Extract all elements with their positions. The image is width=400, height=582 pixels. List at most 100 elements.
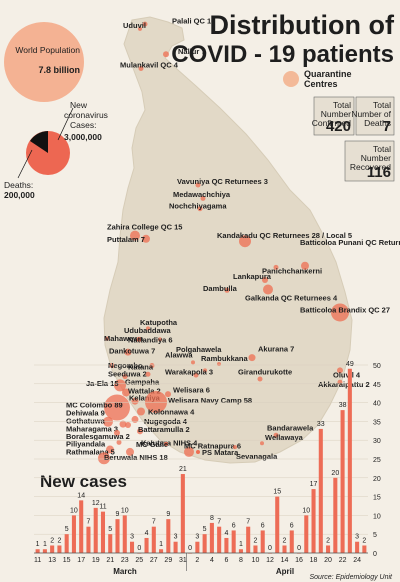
cases-label-line1: New [70, 100, 88, 110]
x-tick-label-9: 29 [164, 557, 172, 564]
bar-value-label-24: 8 [210, 515, 214, 522]
chart-title: New cases [40, 472, 127, 491]
x-tick-label-12: 4 [210, 557, 214, 564]
bar-mar-28 [159, 549, 164, 553]
map-marker-36 [165, 391, 171, 398]
bar-mar-16 [71, 515, 76, 553]
map-marker-27 [193, 372, 199, 378]
map-label-29: Oluvil 4 [333, 370, 361, 379]
map-label-18: Mahawewa [104, 334, 144, 343]
map-marker-47 [106, 445, 114, 454]
bar-value-label-30: 2 [254, 537, 258, 544]
bar-apr-4 [209, 522, 214, 553]
bar-value-label-25: 7 [217, 519, 221, 526]
map-label-51: Wellawaya [265, 433, 304, 442]
map-marker-0 [142, 21, 148, 27]
x-tick-label-10: 31 [179, 557, 187, 564]
map-marker-43 [125, 421, 131, 428]
bar-mar-21 [108, 534, 113, 553]
bar-value-label-32: 0 [268, 545, 272, 552]
map-label-32: Gampaha [125, 378, 160, 387]
bar-mar-29 [166, 519, 171, 553]
stat-box-1 [355, 96, 395, 136]
bar-value-label-10: 5 [108, 526, 112, 533]
x-tick-label-21: 22 [339, 557, 347, 564]
bar-value-label-4: 5 [65, 526, 69, 533]
x-tick-label-6: 23 [121, 557, 129, 564]
bar-value-label-44: 3 [355, 534, 359, 541]
bar-value-label-31: 6 [261, 522, 265, 529]
map-label-50: Bandarawela [267, 424, 314, 433]
map-label-1: Uduvil [123, 21, 146, 30]
stat-label-0-line0: Total [333, 100, 351, 110]
map-marker-48 [126, 447, 134, 456]
bar-apr-9 [246, 526, 251, 553]
map-marker-30 [337, 379, 343, 385]
map-marker-10 [273, 264, 279, 270]
map-marker-33 [114, 379, 126, 392]
bar-value-label-33: 15 [273, 489, 281, 496]
bar-mar-31 [180, 474, 185, 553]
cases-label-line3: Cases: [70, 120, 96, 130]
map-label-7: Zahira College QC 15 [107, 222, 182, 231]
bar-value-label-3: 2 [57, 537, 61, 544]
stat-box-0 [313, 96, 355, 136]
map-marker-53 [98, 452, 110, 465]
map-marker-42 [131, 415, 139, 423]
bar-apr-19 [318, 428, 323, 553]
bar-apr-7 [231, 530, 236, 553]
bar-apr-23 [347, 368, 352, 553]
stat-label-2-line2: Recovered [350, 162, 391, 172]
y-tick-label-0: 0 [373, 551, 377, 558]
bar-value-label-0: 1 [36, 541, 40, 548]
y-tick-label-4: 20 [373, 476, 381, 483]
map-marker-7 [130, 230, 140, 241]
map-label-11: Batticoloa Punani QC Returnees 3 Local 8 [300, 238, 400, 247]
bar-value-label-19: 3 [174, 534, 178, 541]
map-marker-39 [103, 416, 113, 427]
cases-value: 3,000,000 [64, 132, 102, 142]
deaths-leader-line [17, 149, 33, 179]
bar-value-label-5: 10 [70, 507, 78, 514]
map-label-55: PS Matara [202, 448, 239, 457]
bar-value-label-28: 1 [239, 541, 243, 548]
map-label-30: Akkaraipattu 2 [318, 380, 370, 389]
x-tick-label-1: 13 [48, 557, 56, 564]
legend-label-line2: Centres [304, 79, 338, 89]
map-marker-8 [142, 234, 150, 243]
bar-value-label-35: 6 [290, 522, 294, 529]
map-marker-21 [191, 360, 195, 365]
map-marker-51 [260, 441, 264, 446]
bar-mar-26 [144, 537, 149, 553]
bar-value-label-13: 3 [130, 534, 134, 541]
x-tick-label-3: 17 [77, 557, 85, 564]
bar-mar-13 [50, 545, 55, 553]
map-marker-44 [137, 428, 143, 435]
map-label-39: Dehiwala 9 [66, 408, 105, 417]
bar-value-label-41: 20 [331, 470, 339, 477]
bar-mar-27 [151, 526, 156, 553]
map-label-14: Galkanda QC Returnees 4 [245, 294, 338, 303]
map-marker-3 [138, 65, 144, 71]
bar-value-label-37: 10 [302, 507, 310, 514]
bar-value-label-42: 38 [339, 402, 347, 409]
map-label-27: Warakapola 3 [165, 367, 213, 376]
month-label-march: March [113, 567, 137, 576]
x-tick-label-5: 21 [106, 557, 114, 564]
bar-value-label-12: 10 [121, 507, 129, 514]
map-label-24: Rambukkana [201, 354, 249, 363]
map-marker-18 [105, 336, 109, 341]
legend-label-line1: Quarantine [304, 69, 352, 79]
map-marker-4 [195, 182, 201, 188]
stat-label-2-line0: Total [373, 144, 391, 154]
bar-apr-24 [355, 541, 360, 553]
map-label-23: Akurana 7 [258, 344, 294, 353]
bar-apr-6 [224, 537, 229, 553]
map-label-20: Dankotuwa 7 [109, 347, 155, 356]
bar-value-label-34: 2 [283, 537, 287, 544]
bar-value-label-43: 49 [346, 361, 354, 368]
bar-apr-20 [326, 545, 331, 553]
map-marker-11 [301, 261, 309, 270]
bar-apr-18 [311, 489, 316, 553]
deaths-label: Deaths: [4, 180, 33, 190]
